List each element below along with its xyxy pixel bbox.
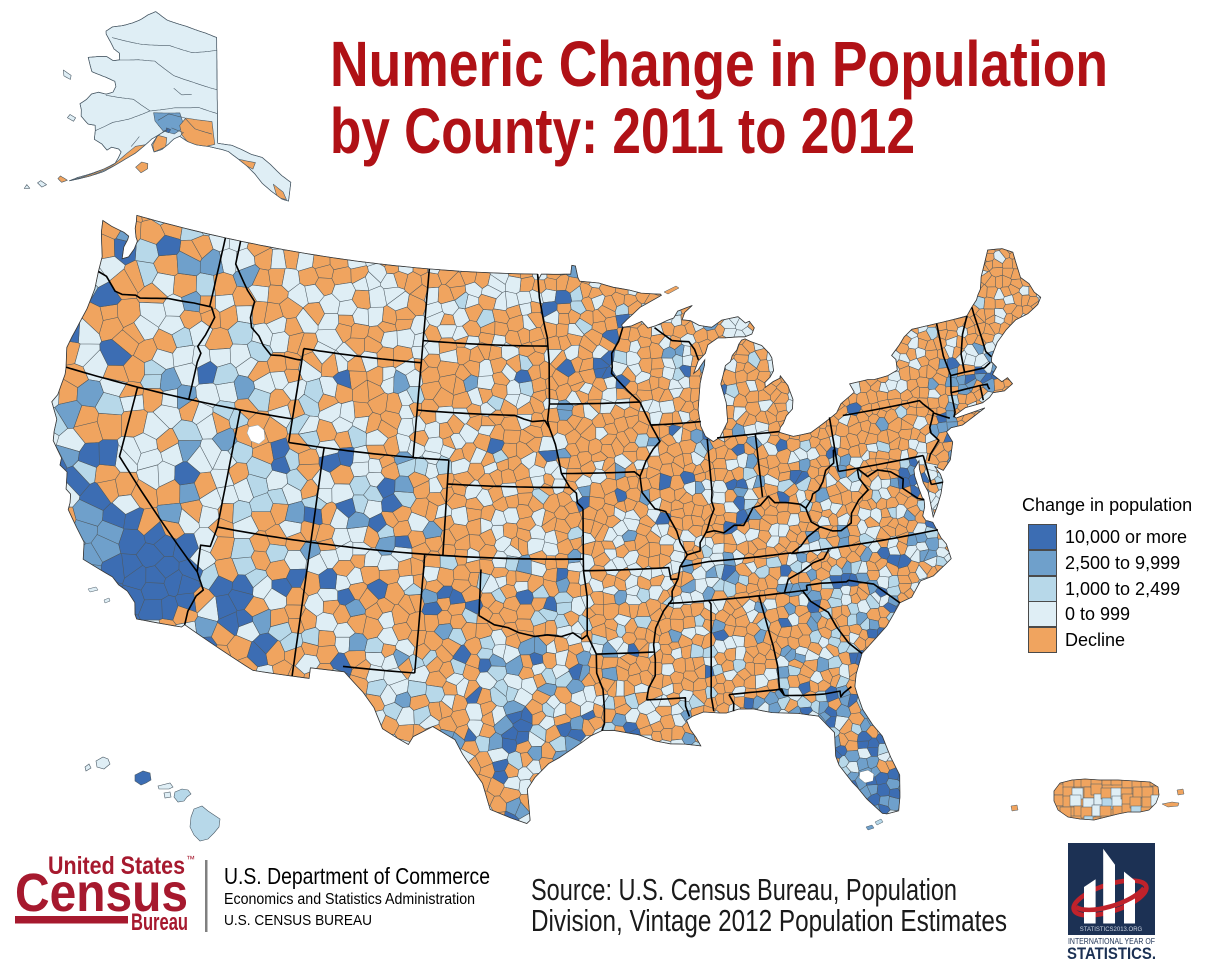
svg-text:Source: U.S. Census Bureau, Po: Source: U.S. Census Bureau, Population (531, 872, 957, 907)
svg-text:by County: 2011 to 2012: by County: 2011 to 2012 (330, 95, 915, 167)
svg-text:U.S. Department of Commerce: U.S. Department of Commerce (224, 863, 490, 889)
svg-text:™: ™ (186, 854, 195, 864)
svg-text:STATISTICS.: STATISTICS. (1067, 945, 1156, 963)
svg-text:United States: United States (48, 852, 185, 880)
svg-text:Numeric Change in Population: Numeric Change in Population (330, 28, 1108, 100)
svg-text:Economics and Statistics Admin: Economics and Statistics Administration (224, 891, 475, 908)
svg-text:Census: Census (15, 863, 188, 923)
svg-text:INTERNATIONAL YEAR OF: INTERNATIONAL YEAR OF (1068, 937, 1155, 946)
svg-text:Bureau: Bureau (131, 909, 188, 936)
svg-text:U.S. CENSUS BUREAU: U.S. CENSUS BUREAU (224, 912, 372, 929)
svg-text:Division, Vintage 2012 Populat: Division, Vintage 2012 Population Estima… (531, 903, 1007, 938)
svg-text:STATISTICS2013.ORG: STATISTICS2013.ORG (1080, 927, 1143, 933)
